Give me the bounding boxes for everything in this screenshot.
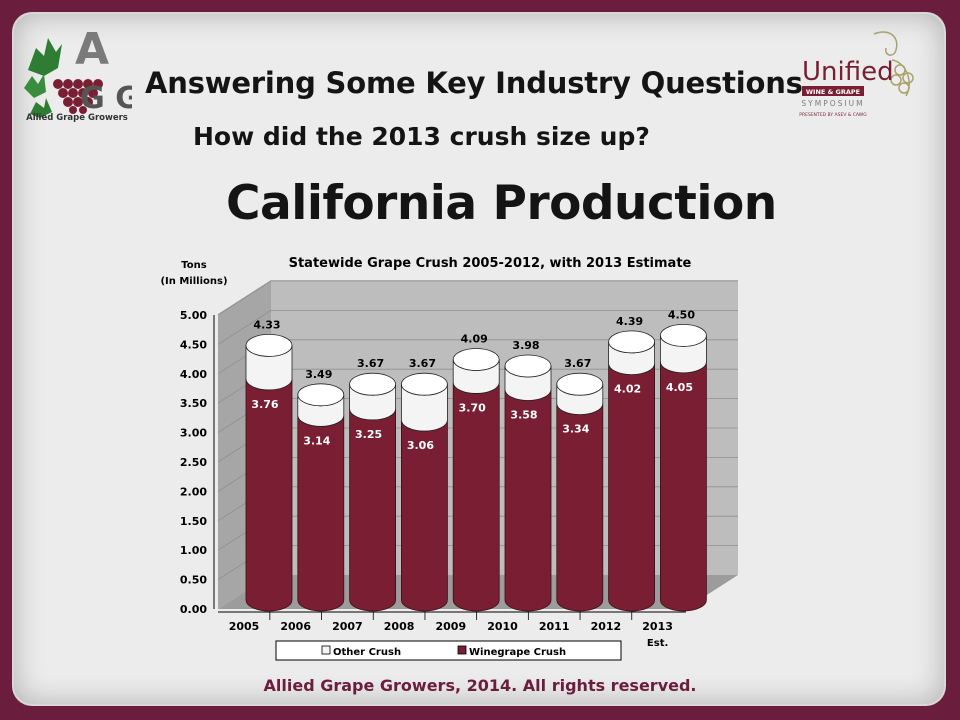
- y-tick-label: 5.00: [180, 309, 207, 322]
- chart-title: Statewide Grape Crush 2005-2012, with 20…: [289, 256, 692, 271]
- bar-winegrape-segment: [504, 389, 552, 612]
- unified-tagline: PRESENTED BY ASEV & CAWG: [799, 112, 867, 118]
- legend-label-winegrape: Winegrape Crush: [469, 647, 566, 658]
- bar-top-cap: [556, 372, 604, 396]
- unified-symposium-logo: Unified WINE & GRAPE SYMPOSIUM PRESENTED…: [799, 31, 914, 118]
- legend-label-other: Other Crush: [333, 647, 401, 658]
- bar-winegrape-segment: [660, 361, 707, 612]
- x-tick-label: 2006: [280, 620, 311, 633]
- y-axis-label-line2: (In Millions): [160, 276, 227, 287]
- bar-winegrape-segment: [245, 378, 293, 612]
- logo-letters-gg: G G: [80, 81, 132, 116]
- bar-2013: 4.05 4.50: [660, 308, 707, 612]
- x-tick-label: 2012: [591, 620, 622, 633]
- bar-top-cap: [452, 348, 500, 371]
- y-tick-label: 1.50: [180, 515, 207, 528]
- grape-cluster-icon: [53, 79, 103, 114]
- bar-top-cap: [297, 383, 345, 407]
- bar-top-cap: [400, 372, 448, 396]
- total-value-label: 4.39: [616, 315, 643, 328]
- logo-caption: Allied Grape Growers: [26, 113, 128, 122]
- main-title: California Production: [226, 176, 777, 231]
- legend-swatch-winegrape: [457, 645, 467, 655]
- total-value-label: 4.33: [253, 318, 280, 331]
- bar-top-cap: [660, 323, 707, 347]
- winegrape-value-label: 3.70: [459, 401, 486, 414]
- x-tick-label: 2013: [642, 620, 673, 633]
- total-value-label: 4.09: [461, 333, 488, 346]
- bar-2005: 3.76 4.33: [245, 318, 293, 612]
- x-tick-note: Est.: [647, 638, 668, 649]
- winegrape-value-label: 4.05: [666, 381, 693, 394]
- bar-2006: 3.14 3.49: [297, 368, 345, 612]
- unified-band-text: WINE & GRAPE: [806, 88, 860, 96]
- unified-sub: SYMPOSIUM: [801, 99, 864, 108]
- winegrape-value-label: 3.76: [251, 398, 278, 411]
- total-value-label: 4.50: [668, 308, 695, 321]
- legend-swatch-other: [321, 645, 331, 655]
- slide-heading: Answering Some Key Industry Questions: [145, 66, 803, 100]
- winegrape-value-label: 3.06: [407, 439, 434, 452]
- winegrape-value-label: 3.14: [303, 434, 330, 447]
- total-value-label: 3.67: [409, 357, 436, 370]
- x-tick-label: 2007: [332, 620, 363, 633]
- bar-2010: 3.58 3.98: [504, 339, 552, 612]
- logo-letter-a: A: [75, 24, 109, 75]
- unified-band: [802, 86, 864, 96]
- bar-top-cap: [608, 330, 655, 354]
- x-tick-label: 2009: [435, 620, 466, 633]
- y-tick-label: 1.00: [180, 544, 207, 557]
- y-tick-label: 0.00: [180, 603, 207, 616]
- y-tick-label: 4.00: [180, 368, 207, 381]
- gridline: [217, 280, 738, 316]
- y-tick-label: 4.50: [180, 338, 207, 351]
- x-tick-label: 2011: [539, 620, 570, 633]
- winegrape-value-label: 3.58: [510, 408, 537, 421]
- x-tick-label: 2005: [229, 620, 260, 633]
- total-value-label: 3.67: [564, 357, 591, 370]
- y-tick-label: 2.50: [180, 456, 207, 469]
- winegrape-value-label: 3.25: [355, 428, 382, 441]
- allied-grape-growers-logo: A G G Allied Grape Growers: [24, 24, 132, 122]
- grape-leaf-icon: [24, 38, 62, 118]
- y-tick-label: 0.50: [180, 574, 207, 587]
- bar-2007: 3.25 3.67: [349, 357, 397, 612]
- x-tick-label: 2008: [384, 620, 415, 633]
- bar-winegrape-segment: [452, 382, 500, 612]
- y-tick-label: 3.50: [180, 397, 207, 410]
- bar-2009: 3.70 4.09: [452, 333, 500, 612]
- y-axis-label-line1: Tons: [181, 260, 206, 271]
- bar-top-cap: [349, 372, 397, 396]
- bar-top-cap: [245, 333, 293, 357]
- gridline: [217, 309, 738, 345]
- winegrape-value-label: 3.34: [562, 423, 589, 436]
- winegrape-value-label: 4.02: [614, 383, 641, 396]
- copyright-footer: Allied Grape Growers, 2014. All rights r…: [263, 676, 697, 695]
- unified-title: Unified: [802, 57, 894, 87]
- legend-box: [275, 640, 622, 661]
- bar-winegrape-segment: [608, 363, 655, 612]
- total-value-label: 3.67: [357, 357, 384, 370]
- bar-top-cap: [504, 354, 552, 378]
- y-tick-label: 3.00: [180, 427, 207, 440]
- total-value-label: 3.49: [305, 368, 332, 381]
- x-tick-label: 2010: [487, 620, 518, 633]
- bar-2008: 3.06 3.67: [400, 357, 448, 612]
- y-tick-label: 2.00: [180, 485, 207, 498]
- vine-icon: [873, 31, 914, 97]
- bar-2011: 3.34 3.67: [556, 357, 604, 612]
- bar-2012: 4.02 4.39: [608, 315, 655, 612]
- total-value-label: 3.98: [512, 339, 539, 352]
- slide-subheading: How did the 2013 crush size up?: [193, 122, 650, 151]
